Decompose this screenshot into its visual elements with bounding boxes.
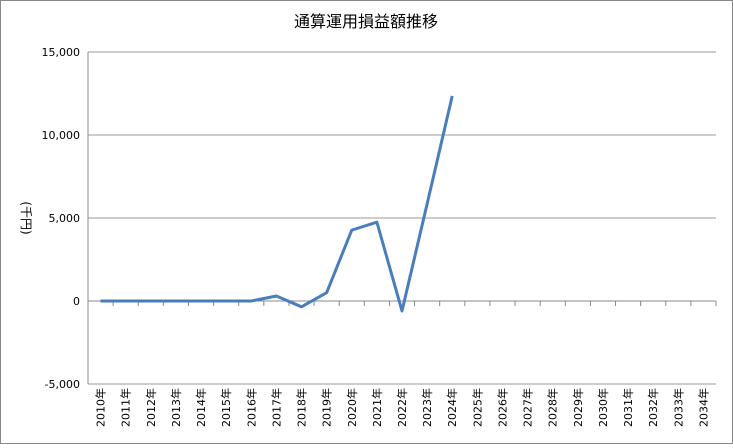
y-tick-label: 0 [73,295,80,308]
x-tick-label: 2014年 [194,388,208,427]
x-tick-label: 2013年 [169,388,183,427]
x-tick-label: 2031年 [621,388,635,427]
x-tick-label: 2019年 [320,388,334,427]
x-tick-label: 2034年 [696,388,710,427]
x-tick-label: 2022年 [395,388,409,427]
x-tick-label: 2027年 [521,388,535,427]
x-tick-label: 2020年 [345,388,359,427]
x-tick-label: 2025年 [470,388,484,427]
x-tick-label: 2018年 [295,388,309,427]
x-tick-label: 2021年 [370,388,384,427]
y-axis-label: (千円) [19,201,33,234]
x-tick-label: 2017年 [269,388,283,427]
x-tick-label: 2024年 [445,388,459,427]
x-tick-label: 2011年 [119,388,133,427]
x-tick-label: 2030年 [596,388,610,427]
y-tick-label: -5,000 [45,378,80,391]
x-tick-label: 2029年 [571,388,585,427]
x-tick-label: 2015年 [219,388,233,427]
y-tick-label: 15,000 [42,46,81,59]
y-tick-label: 5,000 [49,212,81,225]
chart-title: 通算運用損益額推移 [294,12,438,31]
x-tick-label: 2012年 [144,388,158,427]
x-tick-label: 2026年 [495,388,509,427]
x-tick-label: 2028年 [546,388,560,427]
data-line [100,95,454,313]
x-tick-label: 2023年 [420,388,434,427]
x-tick-label: 2032年 [646,388,660,427]
x-tick-label: 2033年 [671,388,685,427]
x-tick-label: 2016年 [244,388,258,427]
x-tick-label: 2010年 [94,388,108,427]
y-tick-label: 10,000 [42,129,81,142]
